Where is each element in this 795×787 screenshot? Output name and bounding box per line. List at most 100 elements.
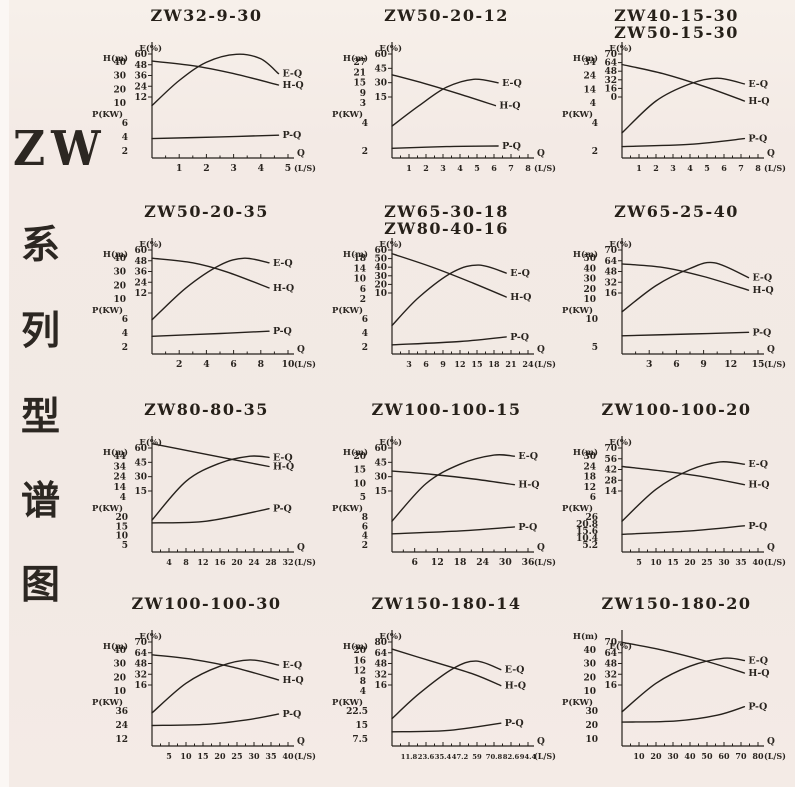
curve-label-e-q: E-Q <box>510 268 530 279</box>
axis-frame <box>151 238 294 355</box>
x-tick-label: 20 <box>231 557 243 567</box>
p-tick-label: 10 <box>585 315 598 325</box>
h-axis-label: H(m) <box>573 447 598 458</box>
q-axis-label: Q <box>297 737 305 747</box>
e-tick-label: 20 <box>374 280 387 290</box>
e-tick-label: 48 <box>604 67 617 77</box>
h-tick-label: 12 <box>583 483 596 493</box>
h-axis-label: H(m) <box>103 53 128 64</box>
e-tick-label: 32 <box>604 76 617 86</box>
curve-e-q <box>151 659 280 714</box>
pump-curve-panel-zw32-9-30: ZW32-9-30 E(%) 60 48 36 24 12 H(m) 40 30 20 10 P(KW… <box>90 2 323 198</box>
p-tick-label: 10.4 <box>576 534 598 544</box>
axis-frame <box>621 630 764 747</box>
curve-h-q <box>151 443 270 468</box>
e-tick-label: 24 <box>134 82 147 92</box>
e-axis-label: E(%) <box>379 631 402 642</box>
p-tick-label: 5.2 <box>582 541 598 551</box>
p-tick-label: 10 <box>115 532 128 542</box>
p-tick-label: 6 <box>122 119 128 129</box>
h-tick-label: 34 <box>583 58 596 68</box>
p-tick-label: 2 <box>362 147 368 157</box>
p-axis-label: P(KW) <box>562 697 593 708</box>
x-tick-label: 6 <box>491 163 497 173</box>
e-tick-label: 60 <box>374 50 387 60</box>
h-tick-label: 30 <box>113 268 126 278</box>
x-tick-label: 35 <box>265 751 276 761</box>
e-tick-label: 36 <box>134 72 147 82</box>
h-tick-label: 6 <box>590 493 596 503</box>
e-tick-label: 12 <box>134 289 147 299</box>
curve-label-h-q: H-Q <box>748 480 769 491</box>
e-tick-label: 15 <box>374 93 387 103</box>
e-tick-label: 28 <box>604 476 617 486</box>
x-unit-label: (L/S) <box>534 557 556 567</box>
curve-label-p-q: P-Q <box>273 326 292 337</box>
x-tick-label: 21 <box>505 359 516 369</box>
curve-label-h-q: H-Q <box>505 681 526 692</box>
h-tick-label: 40 <box>583 646 596 656</box>
curve-e-q <box>391 660 502 720</box>
q-axis-label: Q <box>767 149 775 159</box>
x-tick-label: 5 <box>285 163 291 174</box>
h-tick-label: 27 <box>353 58 366 68</box>
q-axis-label: Q <box>767 543 775 553</box>
x-tick-label: 12 <box>431 557 444 568</box>
x-tick-label: 12 <box>724 359 737 370</box>
e-tick-label: 70 <box>604 50 617 60</box>
q-axis-label: Q <box>537 149 545 159</box>
p-tick-label: 5 <box>592 343 598 353</box>
x-unit-label: (L/S) <box>764 557 786 567</box>
series-title-sidebar: ZW 系 列 型 谱 图 <box>0 0 101 787</box>
curve-label-p-q: P-Q <box>748 521 767 532</box>
curve-h-q <box>391 74 497 107</box>
p-axis-label: P(KW) <box>562 503 593 514</box>
p-tick-label: 24 <box>115 721 128 731</box>
h-tick-label: 10 <box>353 275 366 285</box>
h-tick-label: 20 <box>353 646 366 656</box>
e-tick-label: 30 <box>134 473 147 483</box>
x-tick-label: 4 <box>203 359 210 370</box>
series-title-char-3: 型 <box>21 394 61 440</box>
x-tick-label: 5 <box>166 751 172 761</box>
e-tick-label: 16 <box>604 84 617 94</box>
x-tick-label: 12 <box>454 359 465 369</box>
h-tick-label: 10 <box>583 295 596 305</box>
x-unit-label: (L/S) <box>534 751 556 761</box>
x-tick-label: 4 <box>258 163 265 174</box>
chart-plot: E(%)7056422814H(m)302418126P(KW)2620.815… <box>562 436 786 567</box>
curve-label-e-q: E-Q <box>518 451 538 462</box>
pump-curve-panel-zw80-80-35: ZW80-80-35 E(%) 60 45 30 15 H(m) 44 34 24 14 4 P(KW… <box>90 396 323 592</box>
x-tick-label: 24 <box>248 557 260 567</box>
h-tick-label: 4 <box>360 687 366 697</box>
chart-title: ZW100-100-20 <box>560 401 793 433</box>
curve-p-q <box>621 137 746 148</box>
pump-curve-panel-zw65-30-18: ZW65-30-18 ZW80-40-16 E(%) 60 50 40 30 20 10 H(m… <box>330 198 563 394</box>
axis-frame <box>621 42 764 159</box>
h-tick-label: 5 <box>360 493 366 503</box>
e-tick-label: 64 <box>604 649 617 659</box>
q-axis-label: Q <box>297 345 305 355</box>
h-tick-label: 20 <box>583 673 596 683</box>
x-tick-label: 3 <box>646 359 652 370</box>
x-tick-label: 4 <box>457 163 463 173</box>
x-tick-label: 80 <box>752 751 764 761</box>
pump-curve-panel-zw100-100-20: ZW100-100-20 E(%) 70 56 42 28 14 H(m) 30 24 18 12 6… <box>560 396 793 592</box>
p-tick-label: 10 <box>585 735 598 745</box>
h-tick-label: 20 <box>113 281 126 291</box>
h-tick-label: 4 <box>120 493 126 503</box>
x-tick-label: 25 <box>701 557 712 567</box>
curve-label-e-q: E-Q <box>282 660 302 671</box>
chart-title-line: ZW50-15-30 <box>614 23 739 42</box>
curve-p-q <box>391 145 499 149</box>
p-tick-label: 7.5 <box>352 735 368 745</box>
p-tick-label: 26 <box>585 513 598 523</box>
e-tick-label: 80 <box>374 638 387 648</box>
x-tick-label: 6 <box>721 163 727 173</box>
h-tick-label: 8 <box>360 677 366 687</box>
axis-frame <box>391 238 534 355</box>
